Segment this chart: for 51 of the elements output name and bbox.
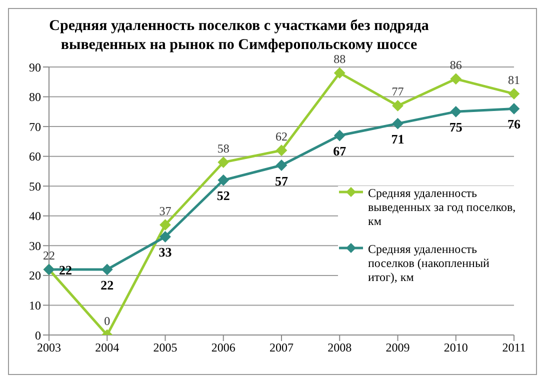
point	[508, 88, 520, 100]
point	[218, 156, 229, 168]
data-label: 22	[100, 277, 114, 292]
y-tick-label: 50	[29, 179, 41, 194]
legend-label: Средняя удаленность выведенных за год поселков, км	[368, 186, 517, 228]
data-label: 58	[217, 141, 230, 156]
x-tick-label: 2010	[444, 340, 468, 355]
point	[508, 103, 520, 114]
point	[392, 118, 404, 130]
y-tick-label: 30	[29, 238, 41, 253]
data-label: 81	[508, 72, 520, 87]
data-label: 57	[275, 173, 288, 188]
point	[218, 174, 229, 186]
y-tick-label: 10	[29, 298, 41, 312]
data-label: 76	[508, 116, 521, 132]
legend-label: Средняя удаленность поселков (накопленный итог), км	[368, 242, 490, 284]
point	[160, 231, 171, 242]
data-label: 37	[159, 204, 172, 218]
x-tick-label: 2011	[502, 340, 526, 355]
y-tick-label: 80	[29, 90, 41, 104]
y-tick-label: 90	[29, 60, 41, 74]
x-tick-label: 2008	[328, 340, 352, 355]
y-tick-label: 70	[29, 120, 41, 134]
point	[276, 144, 287, 156]
data-label: 71	[391, 132, 404, 147]
point	[276, 160, 287, 171]
point	[392, 100, 404, 112]
point	[450, 73, 462, 84]
point	[334, 67, 346, 78]
x-tick-label: 2003	[37, 340, 61, 355]
point	[450, 106, 462, 118]
data-label: 77	[392, 84, 404, 99]
point	[334, 130, 346, 141]
data-label: 75	[449, 120, 463, 135]
x-tick-label: 2007	[270, 340, 294, 355]
y-tick-label: 40	[29, 209, 41, 224]
y-tick-label: 0	[35, 328, 41, 342]
point	[160, 219, 171, 230]
data-label: 52	[216, 188, 230, 204]
y-tick-label: 60	[29, 150, 41, 164]
data-label: 0	[104, 314, 110, 328]
point	[102, 264, 113, 275]
x-tick-label: 2005	[153, 340, 178, 355]
x-tick-label: 2006	[211, 340, 236, 355]
x-tick-label: 2009	[386, 340, 410, 355]
data-label: 33	[158, 244, 172, 260]
y-tick-label: 20	[29, 268, 41, 283]
data-label: 67	[333, 143, 347, 158]
data-label: 62	[276, 129, 288, 144]
data-label: 86	[450, 58, 462, 72]
x-tick-label: 2004	[95, 340, 120, 355]
